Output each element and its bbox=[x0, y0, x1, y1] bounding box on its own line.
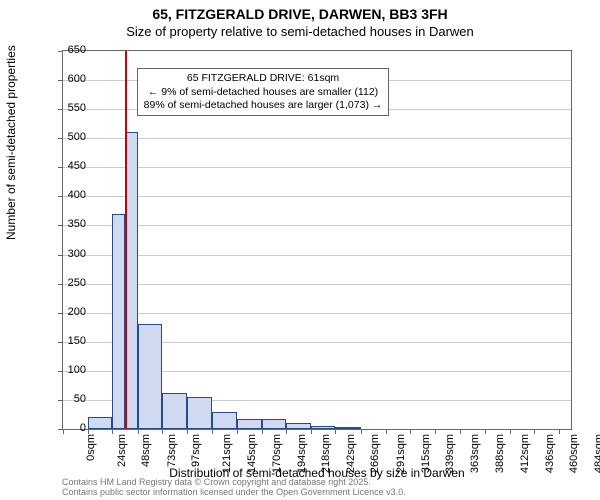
y-tick-label: 500 bbox=[46, 131, 86, 143]
grid-line bbox=[63, 225, 571, 226]
y-axis-label: Number of semi-detached properties bbox=[4, 45, 18, 240]
page-title: 65, FITZGERALD DRIVE, DARWEN, BB3 3FH bbox=[0, 6, 600, 22]
property-marker-line bbox=[125, 51, 127, 429]
grid-line bbox=[63, 284, 571, 285]
x-tick-mark bbox=[212, 429, 213, 434]
grid-line bbox=[63, 196, 571, 197]
footer-attribution: Contains HM Land Registry data © Crown c… bbox=[62, 478, 406, 498]
annotation-box: 65 FITZGERALD DRIVE: 61sqm← 9% of semi-d… bbox=[137, 68, 390, 115]
footer-line-2: Contains public sector information licen… bbox=[62, 488, 406, 498]
histogram-bar bbox=[88, 417, 113, 429]
y-tick-label: 350 bbox=[46, 218, 86, 230]
x-tick-label: 484sqm bbox=[593, 434, 600, 473]
x-tick-mark bbox=[361, 429, 362, 434]
x-tick-mark bbox=[112, 429, 113, 434]
x-tick-label: 412sqm bbox=[519, 434, 531, 473]
x-tick-label: 339sqm bbox=[444, 434, 456, 473]
x-tick-mark bbox=[386, 429, 387, 434]
x-tick-mark bbox=[187, 429, 188, 434]
x-tick-label: 388sqm bbox=[495, 434, 507, 473]
page-subtitle: Size of property relative to semi-detach… bbox=[0, 24, 600, 39]
grid-line bbox=[63, 167, 571, 168]
y-tick-label: 400 bbox=[46, 189, 86, 201]
x-tick-mark bbox=[460, 429, 461, 434]
histogram-bar bbox=[112, 214, 125, 429]
histogram-bar bbox=[212, 412, 238, 429]
y-tick-label: 100 bbox=[46, 364, 86, 376]
x-tick-label: 315sqm bbox=[420, 434, 432, 473]
annotation-line: 89% of semi-detached houses are larger (… bbox=[144, 99, 383, 112]
x-tick-label: 266sqm bbox=[370, 434, 382, 473]
x-tick-label: 218sqm bbox=[320, 434, 332, 473]
x-tick-mark bbox=[286, 429, 287, 434]
y-tick-label: 50 bbox=[46, 393, 86, 405]
y-tick-label: 250 bbox=[46, 277, 86, 289]
x-tick-mark bbox=[559, 429, 560, 434]
x-tick-label: 460sqm bbox=[568, 434, 580, 473]
grid-line bbox=[63, 138, 571, 139]
histogram-bar bbox=[237, 419, 262, 429]
x-tick-label: 363sqm bbox=[469, 434, 481, 473]
x-tick-mark bbox=[311, 429, 312, 434]
y-tick-label: 600 bbox=[46, 73, 86, 85]
y-tick-label: 550 bbox=[46, 102, 86, 114]
y-tick-label: 150 bbox=[46, 335, 86, 347]
x-tick-mark bbox=[534, 429, 535, 434]
histogram-bar bbox=[286, 423, 311, 429]
x-tick-mark bbox=[138, 429, 139, 434]
x-tick-mark bbox=[162, 429, 163, 434]
x-tick-label: 0sqm bbox=[85, 434, 97, 461]
x-tick-label: 48sqm bbox=[140, 434, 152, 467]
x-tick-label: 436sqm bbox=[544, 434, 556, 473]
x-tick-label: 97sqm bbox=[190, 434, 202, 467]
x-tick-label: 73sqm bbox=[166, 434, 178, 467]
histogram-bar bbox=[138, 324, 163, 429]
annotation-line: 65 FITZGERALD DRIVE: 61sqm bbox=[144, 72, 383, 85]
x-tick-label: 291sqm bbox=[395, 434, 407, 473]
y-tick-label: 650 bbox=[46, 44, 86, 56]
histogram-bar bbox=[187, 397, 212, 429]
x-tick-mark bbox=[485, 429, 486, 434]
y-tick-label: 0 bbox=[46, 422, 86, 434]
y-tick-label: 300 bbox=[46, 248, 86, 260]
histogram-bar bbox=[162, 393, 187, 429]
annotation-line: ← 9% of semi-detached houses are smaller… bbox=[144, 86, 383, 99]
x-tick-mark bbox=[262, 429, 263, 434]
x-tick-mark bbox=[410, 429, 411, 434]
histogram-bar bbox=[311, 426, 336, 429]
y-tick-label: 200 bbox=[46, 306, 86, 318]
x-tick-label: 121sqm bbox=[221, 434, 233, 473]
x-tick-label: 242sqm bbox=[345, 434, 357, 473]
x-tick-label: 170sqm bbox=[271, 434, 283, 473]
grid-line bbox=[63, 313, 571, 314]
x-tick-mark bbox=[510, 429, 511, 434]
histogram-bar bbox=[262, 419, 287, 429]
x-tick-mark bbox=[237, 429, 238, 434]
grid-line bbox=[63, 255, 571, 256]
histogram-chart: 65 FITZGERALD DRIVE: 61sqm← 9% of semi-d… bbox=[62, 50, 572, 430]
y-tick-label: 450 bbox=[46, 160, 86, 172]
histogram-bar bbox=[335, 427, 361, 429]
x-tick-label: 194sqm bbox=[296, 434, 308, 473]
x-tick-label: 24sqm bbox=[116, 434, 128, 467]
x-tick-mark bbox=[435, 429, 436, 434]
x-tick-mark bbox=[335, 429, 336, 434]
x-tick-label: 145sqm bbox=[246, 434, 258, 473]
